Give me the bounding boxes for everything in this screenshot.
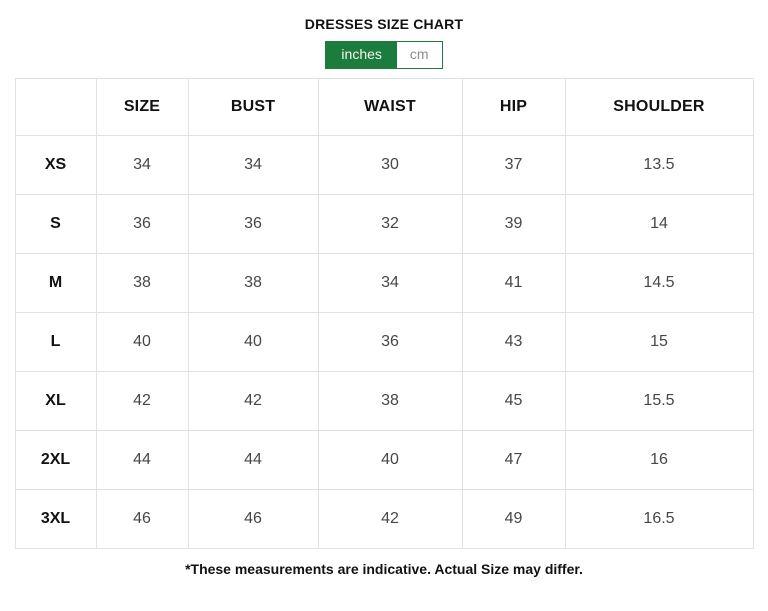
cell-shoulder: 14 — [564, 194, 754, 255]
table-row-3xl: 3XL 46 46 42 49 16.5 — [14, 489, 754, 550]
cell-hip: 49 — [461, 489, 566, 550]
cell-size: 36 — [95, 194, 189, 255]
cell-bust: 40 — [187, 312, 319, 373]
table-header-hip: HIP — [461, 78, 566, 137]
cell-waist: 42 — [317, 489, 463, 550]
cell-bust: 34 — [187, 135, 319, 196]
table-row-l: L 40 40 36 43 15 — [14, 312, 754, 373]
cell-waist: 30 — [317, 135, 463, 196]
table-row-xs: XS 34 34 30 37 13.5 — [14, 135, 754, 196]
cell-size: 34 — [95, 135, 189, 196]
row-label: M — [14, 253, 97, 314]
cell-bust: 38 — [187, 253, 319, 314]
cell-waist: 32 — [317, 194, 463, 255]
cell-waist: 40 — [317, 430, 463, 491]
table-header-row: SIZE BUST WAIST HIP SHOULDER — [14, 78, 754, 137]
cell-size: 42 — [95, 371, 189, 432]
cell-size: 44 — [95, 430, 189, 491]
table-row-s: S 36 36 32 39 14 — [14, 194, 754, 255]
cell-waist: 36 — [317, 312, 463, 373]
table-row-xl: XL 42 42 38 45 15.5 — [14, 371, 754, 432]
cell-hip: 47 — [461, 430, 566, 491]
cell-shoulder: 16 — [564, 430, 754, 491]
row-label: XS — [14, 135, 97, 196]
cell-shoulder: 15.5 — [564, 371, 754, 432]
table-header-shoulder: SHOULDER — [564, 78, 754, 137]
cell-bust: 44 — [187, 430, 319, 491]
table-header-empty — [14, 78, 97, 137]
table-header-size: SIZE — [95, 78, 189, 137]
cell-bust: 46 — [187, 489, 319, 550]
row-label: 2XL — [14, 430, 97, 491]
row-label: S — [14, 194, 97, 255]
cell-waist: 38 — [317, 371, 463, 432]
cell-hip: 41 — [461, 253, 566, 314]
cell-hip: 37 — [461, 135, 566, 196]
cell-shoulder: 15 — [564, 312, 754, 373]
cell-hip: 43 — [461, 312, 566, 373]
cell-shoulder: 16.5 — [564, 489, 754, 550]
table-row-2xl: 2XL 44 44 40 47 16 — [14, 430, 754, 491]
cell-bust: 36 — [187, 194, 319, 255]
row-label: L — [14, 312, 97, 373]
unit-toggle-wrap: inches cm — [0, 41, 768, 70]
unit-toggle: inches cm — [325, 41, 443, 70]
table-row-m: M 38 38 34 41 14.5 — [14, 253, 754, 314]
cell-shoulder: 13.5 — [564, 135, 754, 196]
unit-toggle-inches[interactable]: inches — [326, 42, 397, 69]
table-header-waist: WAIST — [317, 78, 463, 137]
cell-waist: 34 — [317, 253, 463, 314]
cell-size: 40 — [95, 312, 189, 373]
row-label: XL — [14, 371, 97, 432]
cell-hip: 45 — [461, 371, 566, 432]
cell-hip: 39 — [461, 194, 566, 255]
cell-size: 46 — [95, 489, 189, 550]
row-label: 3XL — [14, 489, 97, 550]
page-title: DRESSES SIZE CHART — [304, 16, 464, 32]
cell-size: 38 — [95, 253, 189, 314]
cell-bust: 42 — [187, 371, 319, 432]
unit-toggle-cm[interactable]: cm — [396, 42, 442, 69]
table-header-bust: BUST — [187, 78, 319, 137]
footnote: *These measurements are indicative. Actu… — [185, 561, 583, 578]
size-table: SIZE BUST WAIST HIP SHOULDER XS 34 34 30… — [14, 78, 754, 550]
cell-shoulder: 14.5 — [564, 253, 754, 314]
